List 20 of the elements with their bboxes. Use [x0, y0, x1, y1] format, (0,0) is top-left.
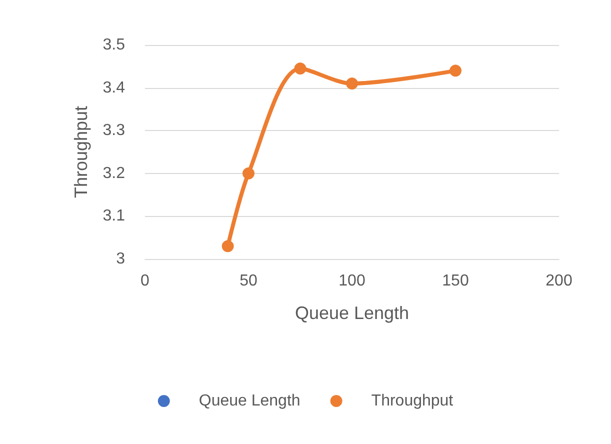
y-tick-label: 3.1 [102, 208, 126, 225]
point [294, 62, 306, 75]
y-tick-label: 3 [116, 250, 126, 268]
x-tick-label: 50 [240, 272, 258, 290]
y-tick-label: 3.2 [102, 164, 126, 182]
y-tick-label: 3.5 [102, 36, 126, 54]
y-axis-title: Throughput [71, 106, 91, 198]
x-tick-label: 200 [546, 272, 572, 290]
point [222, 240, 234, 252]
point [450, 64, 462, 77]
x-tick-label: 100 [338, 272, 366, 290]
y-tick-label: 3.4 [102, 79, 126, 96]
y-tick-label: 3.3 [102, 122, 126, 140]
legend-label: Queue Length [198, 392, 300, 410]
point [346, 78, 358, 90]
x-tick-label: 0 [140, 272, 150, 290]
legend-label: Throughput [371, 392, 454, 410]
x-tick-label: 150 [442, 272, 469, 290]
point [242, 167, 254, 180]
x-axis-title: Queue Length [294, 303, 410, 323]
